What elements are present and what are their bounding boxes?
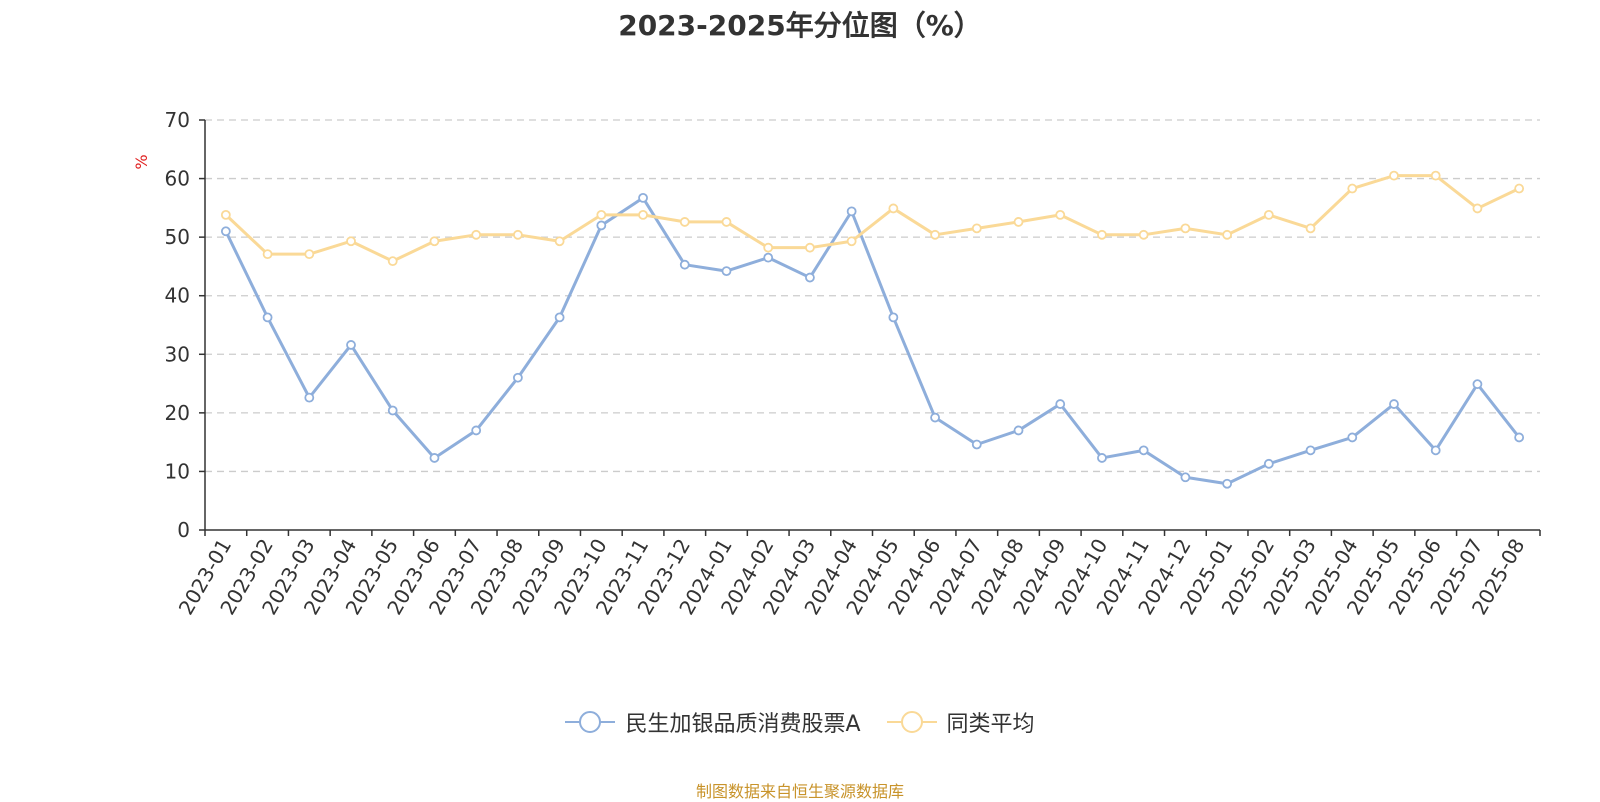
data-point <box>387 256 398 267</box>
data-point <box>763 252 774 263</box>
data-point <box>304 249 315 260</box>
series-line <box>224 196 1521 486</box>
data-point <box>1138 445 1149 456</box>
data-point <box>1263 458 1274 469</box>
data-point <box>1263 209 1274 220</box>
data-point <box>429 453 440 463</box>
data-point <box>638 192 648 203</box>
legend-item-peer-average[interactable]: 同类平均 <box>886 706 1035 738</box>
chart-title: 2023-2025年分位图（%） <box>618 9 982 42</box>
data-point <box>846 206 857 217</box>
y-tick-label: 20 <box>165 401 190 425</box>
data-point <box>888 312 899 323</box>
y-tick-label: 0 <box>177 518 190 542</box>
data-point <box>805 242 815 253</box>
data-point <box>554 236 565 247</box>
y-axis-unit-label: % <box>132 154 151 169</box>
data-point <box>679 259 690 270</box>
legend-peer-marker-icon <box>886 710 937 734</box>
data-point <box>1180 472 1191 483</box>
legend-item-fund[interactable]: 民生加银品质消费股票A <box>565 706 861 738</box>
data-point <box>763 242 774 253</box>
data-point <box>220 226 231 237</box>
data-point <box>262 249 273 260</box>
data-point <box>596 209 607 220</box>
data-point <box>554 312 565 323</box>
data-point <box>1180 223 1191 234</box>
data-point <box>1305 223 1316 234</box>
data-point <box>262 312 273 323</box>
data-point <box>1222 478 1233 489</box>
data-point <box>346 340 356 350</box>
data-point <box>220 209 231 220</box>
data-point <box>805 272 815 283</box>
series-line <box>224 174 1520 263</box>
data-point <box>721 217 732 227</box>
data-point <box>638 209 648 220</box>
data-point <box>1305 445 1316 456</box>
data-point <box>346 236 356 247</box>
data-point <box>387 405 398 416</box>
tick-labels: 010203040506070%2023-012023-022023-03202… <box>132 108 1529 619</box>
series-0 <box>220 192 1525 489</box>
data-point <box>1389 399 1399 409</box>
y-tick-label: 50 <box>165 225 190 249</box>
data-point <box>1222 229 1233 240</box>
legend-fund-marker-icon <box>565 710 616 734</box>
data-point <box>1347 183 1358 194</box>
data-point <box>721 266 732 277</box>
data-point <box>512 372 523 383</box>
data-point <box>1055 209 1066 220</box>
data-point <box>1514 432 1525 443</box>
data-point <box>1013 425 1024 436</box>
data-point <box>1430 170 1441 181</box>
data-point <box>471 425 482 436</box>
data-point <box>1347 432 1358 443</box>
data-point <box>930 412 940 423</box>
legend-peer-label: 同类平均 <box>946 712 1035 737</box>
legend-fund-label: 民生加银品质消费股票A <box>625 712 861 737</box>
data-point <box>679 217 690 227</box>
data-point <box>1097 453 1107 463</box>
data-point <box>846 236 857 247</box>
data-point <box>429 236 440 247</box>
legend: 民生加银品质消费股票A 同类平均 <box>0 706 1600 738</box>
data-point <box>304 392 315 403</box>
series-1 <box>220 170 1525 267</box>
data-point <box>1389 170 1399 181</box>
data-point <box>1013 217 1024 227</box>
y-tick-label: 60 <box>165 167 190 191</box>
series-lines <box>220 170 1525 489</box>
data-point <box>930 229 940 240</box>
data-point <box>1472 379 1483 390</box>
y-tick-label: 70 <box>165 108 190 132</box>
grid-lines <box>205 119 1540 473</box>
data-point <box>512 229 523 240</box>
data-point <box>1138 229 1149 240</box>
data-point <box>1472 203 1483 214</box>
data-point <box>1430 445 1441 456</box>
y-tick-label: 30 <box>165 342 190 366</box>
data-point <box>1514 183 1525 194</box>
source-note: 制图数据来自恒生聚源数据库 <box>695 782 904 801</box>
data-point <box>971 439 982 450</box>
data-point <box>888 203 899 214</box>
y-tick-label: 10 <box>165 459 190 483</box>
data-point <box>971 223 982 234</box>
axes <box>199 119 1541 536</box>
data-point <box>471 229 482 240</box>
data-point <box>1055 399 1066 409</box>
data-point <box>1097 229 1107 240</box>
data-point <box>596 220 607 231</box>
y-tick-label: 40 <box>165 284 190 308</box>
